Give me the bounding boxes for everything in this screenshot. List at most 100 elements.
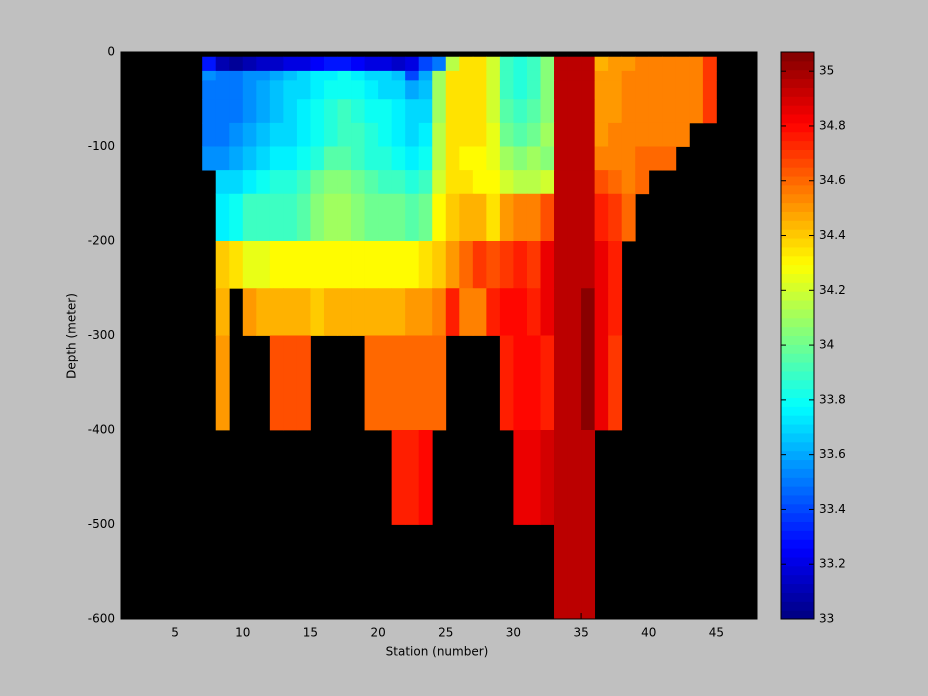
heatmap-cell [378, 288, 393, 336]
heatmap-cell [418, 241, 433, 289]
heatmap-cell [581, 122, 596, 147]
colorbar-swatch [781, 397, 814, 407]
heatmap-cell [526, 56, 541, 72]
heatmap-cell [283, 288, 298, 336]
colorbar-swatch [781, 539, 814, 549]
heatmap-cell [378, 80, 393, 100]
heatmap-cell [202, 80, 217, 100]
heatmap-cell [269, 241, 284, 289]
heatmap-cell [229, 99, 244, 124]
heatmap-cell [418, 99, 433, 124]
heatmap-cell [662, 146, 677, 171]
heatmap-cell [445, 99, 460, 124]
heatmap-cell [378, 122, 393, 147]
heatmap-cell [540, 99, 555, 124]
heatmap-cell [581, 146, 596, 171]
heatmap-cell [554, 524, 568, 620]
colorbar-tick-label: 34.2 [819, 283, 846, 297]
heatmap-cell [459, 288, 474, 336]
heatmap-cell [310, 193, 325, 242]
heatmap-cell [513, 170, 528, 195]
heatmap-cell [391, 80, 406, 100]
heatmap-cell [405, 99, 420, 124]
heatmap-cell [567, 430, 582, 525]
colorbar-swatch [781, 406, 814, 416]
heatmap-cell [635, 170, 650, 195]
colorbar-tick-label: 34.4 [819, 228, 846, 242]
colorbar-swatch [781, 149, 814, 159]
colorbar-swatch [781, 388, 814, 399]
colorbar-swatch [781, 300, 814, 310]
heatmap-cell [310, 170, 325, 195]
heatmap-cell [337, 193, 352, 242]
heatmap-cell [621, 122, 636, 147]
heatmap-cell [283, 335, 298, 431]
heatmap-cell [594, 80, 609, 100]
heatmap-cell [594, 56, 609, 72]
heatmap-cell [391, 146, 406, 171]
heatmap-cell [594, 241, 609, 289]
colorbar-swatch [781, 326, 814, 336]
colorbar-swatch [781, 424, 814, 434]
heatmap-cell [689, 80, 704, 100]
colorbar-swatch [781, 477, 814, 487]
heatmap-cell [391, 56, 406, 72]
heatmap-cell [215, 241, 230, 289]
heatmap-cell [486, 146, 501, 171]
heatmap-cell [486, 122, 501, 147]
heatmap-cell [459, 146, 474, 171]
heatmap-cell [378, 99, 393, 124]
colorbar-tick-label: 35 [819, 64, 834, 78]
heatmap-cell [554, 56, 568, 72]
heatmap-cell [229, 70, 244, 81]
heatmap-cell [499, 335, 514, 431]
heatmap-cell [229, 122, 244, 147]
colorbar-swatch [781, 565, 814, 576]
heatmap-cell [432, 193, 447, 242]
heatmap-cell [256, 288, 271, 336]
y-tick-label: -400 [88, 423, 115, 437]
heatmap-cell [323, 241, 338, 289]
colorbar-swatch [781, 494, 814, 505]
colorbar-swatch [781, 96, 814, 106]
heatmap-cell [472, 241, 487, 289]
heatmap-cell [648, 122, 663, 147]
heatmap-cell [242, 193, 257, 242]
heatmap-cell [567, 524, 582, 620]
x-tick-label: 35 [573, 626, 588, 640]
heatmap-cell [269, 335, 284, 431]
heatmap-cell [526, 241, 541, 289]
heatmap-cell [432, 241, 447, 289]
heatmap-cell [445, 146, 460, 171]
heatmap-cell [351, 80, 365, 100]
colorbar-swatch [781, 282, 814, 292]
heatmap-cell [662, 70, 677, 81]
x-axis-label: Station (number) [386, 645, 489, 659]
colorbar-swatch [781, 450, 814, 461]
heatmap-cell [269, 122, 284, 147]
heatmap-cell [310, 288, 325, 336]
heatmap-cell [581, 288, 596, 336]
heatmap-cell [364, 335, 379, 431]
heatmap-cell [364, 70, 379, 81]
heatmap-cell [608, 288, 623, 336]
heatmap-cell [499, 193, 514, 242]
heatmap-cell [689, 70, 704, 81]
heatmap-cell [323, 146, 338, 171]
heatmap-cell [445, 122, 460, 147]
heatmap-cell [391, 170, 406, 195]
heatmap-cell [242, 146, 257, 171]
heatmap-cell [581, 170, 596, 195]
heatmap-cell [554, 99, 568, 124]
heatmap-cell [432, 56, 447, 72]
colorbar-swatch [781, 78, 814, 88]
heatmap-cell [229, 56, 244, 72]
heatmap-cell [459, 193, 474, 242]
heatmap-cell [472, 170, 487, 195]
heatmap-cell [269, 146, 284, 171]
heatmap-cell [662, 122, 677, 147]
heatmap-cell [540, 80, 555, 100]
heatmap-cell [202, 56, 217, 72]
heatmap-cell [486, 241, 501, 289]
y-axis-label: Depth (meter) [65, 293, 79, 379]
